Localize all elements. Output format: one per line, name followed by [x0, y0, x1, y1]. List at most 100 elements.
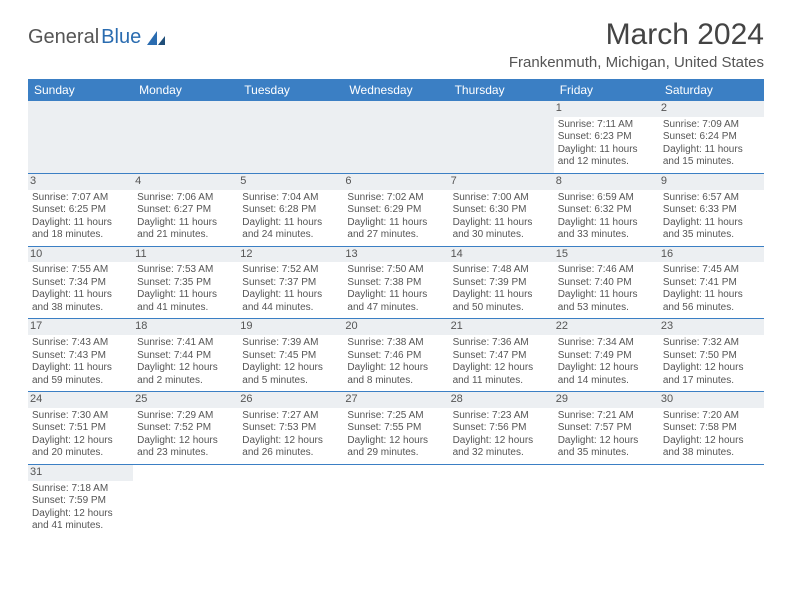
- calendar-row: 31Sunrise: 7:18 AMSunset: 7:59 PMDayligh…: [28, 464, 764, 536]
- sunrise-text: Sunrise: 7:46 AM: [558, 264, 655, 277]
- sunrise-text: Sunrise: 7:32 AM: [663, 337, 760, 350]
- sunrise-text: Sunrise: 6:59 AM: [558, 192, 655, 205]
- daylight-text: Daylight: 11 hours: [347, 289, 444, 302]
- empty-cell: [133, 101, 238, 173]
- day-cell: 11Sunrise: 7:53 AMSunset: 7:35 PMDayligh…: [133, 246, 238, 319]
- daylight-text: and 5 minutes.: [242, 375, 339, 388]
- calendar-body: 1Sunrise: 7:11 AMSunset: 6:23 PMDaylight…: [28, 101, 764, 537]
- calendar-row: 17Sunrise: 7:43 AMSunset: 7:43 PMDayligh…: [28, 319, 764, 392]
- day-cell: 7Sunrise: 7:00 AMSunset: 6:30 PMDaylight…: [449, 173, 554, 246]
- sunrise-text: Sunrise: 7:06 AM: [137, 192, 234, 205]
- day-number: 27: [343, 392, 448, 408]
- sunrise-text: Sunrise: 7:21 AM: [558, 410, 655, 423]
- calendar-row: 10Sunrise: 7:55 AMSunset: 7:34 PMDayligh…: [28, 246, 764, 319]
- sunset-text: Sunset: 7:39 PM: [453, 277, 550, 290]
- daylight-text: Daylight: 11 hours: [137, 289, 234, 302]
- day-number: 1: [554, 101, 659, 117]
- daylight-text: and 30 minutes.: [453, 229, 550, 242]
- empty-cell: [238, 464, 343, 536]
- daylight-text: and 35 minutes.: [558, 447, 655, 460]
- day-cell: 15Sunrise: 7:46 AMSunset: 7:40 PMDayligh…: [554, 246, 659, 319]
- day-number: 17: [28, 319, 133, 335]
- day-cell: 27Sunrise: 7:25 AMSunset: 7:55 PMDayligh…: [343, 392, 448, 465]
- day-cell: 8Sunrise: 6:59 AMSunset: 6:32 PMDaylight…: [554, 173, 659, 246]
- daylight-text: and 44 minutes.: [242, 302, 339, 315]
- logo-sail-icon: [145, 29, 167, 47]
- day-number: 18: [133, 319, 238, 335]
- sunrise-text: Sunrise: 7:09 AM: [663, 119, 760, 132]
- sunrise-text: Sunrise: 7:52 AM: [242, 264, 339, 277]
- day-cell: 26Sunrise: 7:27 AMSunset: 7:53 PMDayligh…: [238, 392, 343, 465]
- day-number: 31: [28, 465, 133, 481]
- weekday-header: Saturday: [659, 79, 764, 101]
- daylight-text: and 53 minutes.: [558, 302, 655, 315]
- day-cell: 17Sunrise: 7:43 AMSunset: 7:43 PMDayligh…: [28, 319, 133, 392]
- empty-cell: [238, 101, 343, 173]
- daylight-text: and 23 minutes.: [137, 447, 234, 460]
- daylight-text: and 12 minutes.: [558, 156, 655, 169]
- day-cell: 4Sunrise: 7:06 AMSunset: 6:27 PMDaylight…: [133, 173, 238, 246]
- logo-text-blue: Blue: [101, 26, 141, 49]
- location: Frankenmuth, Michigan, United States: [509, 54, 764, 71]
- daylight-text: and 38 minutes.: [663, 447, 760, 460]
- daylight-text: and 27 minutes.: [347, 229, 444, 242]
- daylight-text: and 2 minutes.: [137, 375, 234, 388]
- daylight-text: Daylight: 11 hours: [32, 362, 129, 375]
- daylight-text: Daylight: 12 hours: [137, 362, 234, 375]
- daylight-text: and 24 minutes.: [242, 229, 339, 242]
- sunset-text: Sunset: 7:46 PM: [347, 350, 444, 363]
- daylight-text: Daylight: 12 hours: [558, 362, 655, 375]
- logo: General Blue: [28, 26, 167, 49]
- daylight-text: and 50 minutes.: [453, 302, 550, 315]
- day-cell: 21Sunrise: 7:36 AMSunset: 7:47 PMDayligh…: [449, 319, 554, 392]
- sunset-text: Sunset: 7:56 PM: [453, 422, 550, 435]
- day-number: 14: [449, 247, 554, 263]
- daylight-text: Daylight: 12 hours: [453, 435, 550, 448]
- sunrise-text: Sunrise: 7:04 AM: [242, 192, 339, 205]
- day-number: 16: [659, 247, 764, 263]
- day-cell: 30Sunrise: 7:20 AMSunset: 7:58 PMDayligh…: [659, 392, 764, 465]
- daylight-text: and 17 minutes.: [663, 375, 760, 388]
- day-number: 9: [659, 174, 764, 190]
- day-number: 7: [449, 174, 554, 190]
- logo-text-general: General: [28, 26, 99, 49]
- day-number: 8: [554, 174, 659, 190]
- sunset-text: Sunset: 7:35 PM: [137, 277, 234, 290]
- sunset-text: Sunset: 7:37 PM: [242, 277, 339, 290]
- sunset-text: Sunset: 6:23 PM: [558, 131, 655, 144]
- day-cell: 20Sunrise: 7:38 AMSunset: 7:46 PMDayligh…: [343, 319, 448, 392]
- day-cell: 24Sunrise: 7:30 AMSunset: 7:51 PMDayligh…: [28, 392, 133, 465]
- daylight-text: Daylight: 12 hours: [242, 362, 339, 375]
- sunrise-text: Sunrise: 7:25 AM: [347, 410, 444, 423]
- daylight-text: Daylight: 12 hours: [663, 362, 760, 375]
- daylight-text: and 29 minutes.: [347, 447, 444, 460]
- sunrise-text: Sunrise: 6:57 AM: [663, 192, 760, 205]
- day-number: 28: [449, 392, 554, 408]
- daylight-text: Daylight: 12 hours: [558, 435, 655, 448]
- daylight-text: and 20 minutes.: [32, 447, 129, 460]
- sunset-text: Sunset: 7:57 PM: [558, 422, 655, 435]
- sunset-text: Sunset: 7:41 PM: [663, 277, 760, 290]
- sunset-text: Sunset: 6:24 PM: [663, 131, 760, 144]
- sunrise-text: Sunrise: 7:27 AM: [242, 410, 339, 423]
- sunrise-text: Sunrise: 7:50 AM: [347, 264, 444, 277]
- day-number: 15: [554, 247, 659, 263]
- calendar-head: SundayMondayTuesdayWednesdayThursdayFrid…: [28, 79, 764, 101]
- daylight-text: and 33 minutes.: [558, 229, 655, 242]
- empty-cell: [343, 464, 448, 536]
- day-number: 3: [28, 174, 133, 190]
- daylight-text: Daylight: 12 hours: [663, 435, 760, 448]
- day-number: 2: [659, 101, 764, 117]
- sunset-text: Sunset: 7:59 PM: [32, 495, 129, 508]
- daylight-text: and 32 minutes.: [453, 447, 550, 460]
- day-number: 20: [343, 319, 448, 335]
- weekday-header: Monday: [133, 79, 238, 101]
- weekday-header: Sunday: [28, 79, 133, 101]
- day-number: 10: [28, 247, 133, 263]
- daylight-text: and 18 minutes.: [32, 229, 129, 242]
- day-number: 19: [238, 319, 343, 335]
- day-number: 5: [238, 174, 343, 190]
- day-number: 30: [659, 392, 764, 408]
- sunrise-text: Sunrise: 7:20 AM: [663, 410, 760, 423]
- empty-cell: [28, 101, 133, 173]
